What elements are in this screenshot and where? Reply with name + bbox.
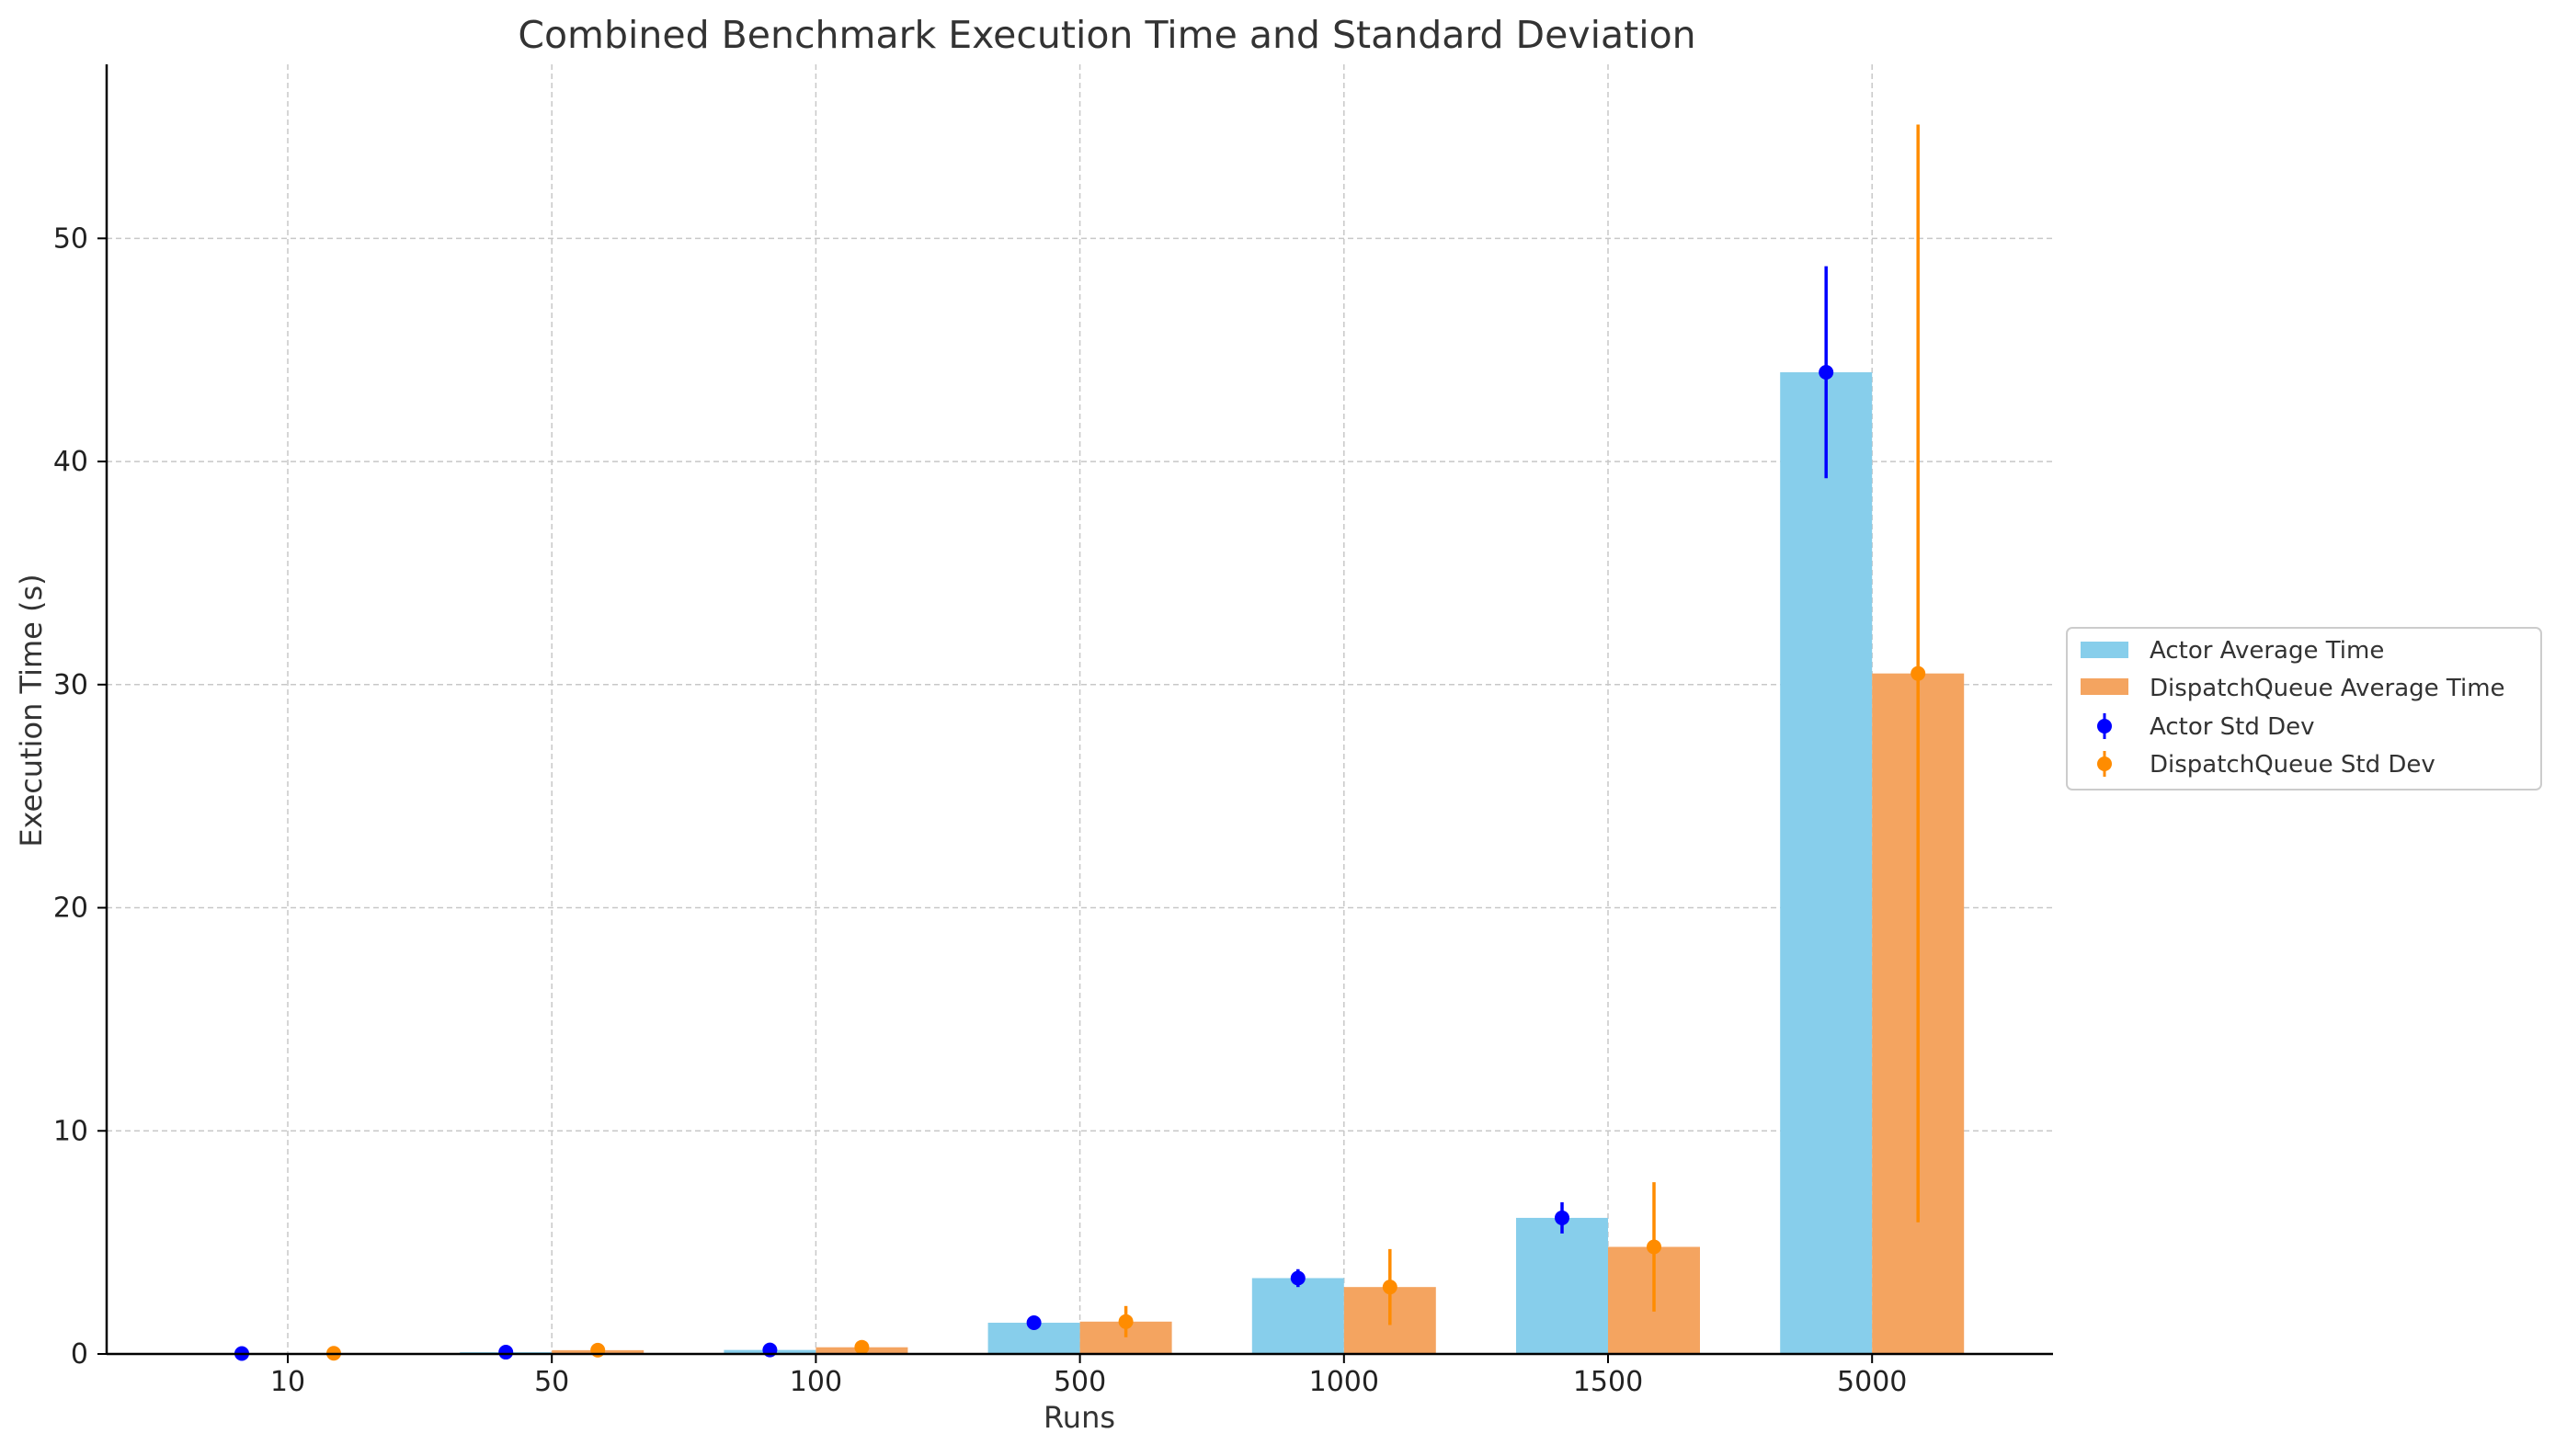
legend-label-dispatchqueue-average: DispatchQueue Average Time xyxy=(2150,675,2505,702)
point-actor-std xyxy=(498,1345,514,1360)
y-tick-label: 0 xyxy=(71,1338,88,1371)
x-tick-label: 10 xyxy=(270,1366,305,1398)
y-axis-label: Execution Time (s) xyxy=(14,574,49,847)
point-actor-std xyxy=(1555,1210,1569,1225)
legend-label-actor-average: Actor Average Time xyxy=(2150,637,2384,665)
x-axis-label: Runs xyxy=(1044,1400,1115,1435)
y-tick-label: 40 xyxy=(53,446,88,478)
point-actor-std xyxy=(1026,1315,1042,1331)
legend-marker-actor-std xyxy=(2097,713,2112,739)
ticks: 0 10 20 30 40 50 10 50 100 500 1000 1500 5000 xyxy=(53,222,1908,1398)
y-tick-label: 50 xyxy=(53,222,88,255)
x-tick-label: 5000 xyxy=(1837,1366,1907,1398)
x-tick-label: 50 xyxy=(534,1366,569,1398)
bar-actor-average xyxy=(1516,1217,1608,1354)
point-dispatchqueue-std xyxy=(1911,665,1926,681)
point-actor-std xyxy=(1290,1270,1306,1286)
y-tick-label: 10 xyxy=(53,1115,88,1147)
legend-marker-dispatchqueue-std xyxy=(2097,751,2112,777)
y-tick-label: 30 xyxy=(53,669,88,701)
legend-box xyxy=(2066,627,2542,791)
point-dispatchqueue-std xyxy=(590,1342,606,1358)
legend-swatch-actor-average xyxy=(2081,642,2128,658)
point-actor-std xyxy=(1819,364,1834,380)
x-tick-label: 100 xyxy=(790,1366,842,1398)
point-dispatchqueue-std xyxy=(854,1339,870,1355)
legend-label-dispatchqueue-std: DispatchQueue Std Dev xyxy=(2150,751,2435,779)
x-tick-label: 500 xyxy=(1054,1366,1106,1398)
chart-title: Combined Benchmark Execution Time and St… xyxy=(518,13,1695,57)
point-dispatchqueue-std xyxy=(1118,1314,1134,1329)
point-dispatchqueue-std xyxy=(1382,1280,1397,1295)
bar-actor-average xyxy=(1251,1278,1344,1354)
x-tick-label: 1500 xyxy=(1573,1366,1643,1398)
legend: Actor Average Time DispatchQueue Average… xyxy=(2066,627,2542,791)
x-tick-label: 1000 xyxy=(1309,1366,1379,1398)
bars xyxy=(196,371,1965,1355)
point-dispatchqueue-std xyxy=(1647,1239,1661,1255)
legend-label-actor-std: Actor Std Dev xyxy=(2150,713,2315,741)
grid xyxy=(107,64,2053,1354)
bar-actor-average xyxy=(1780,371,1873,1355)
legend-swatch-dispatchqueue-average xyxy=(2081,678,2128,695)
y-tick-label: 20 xyxy=(53,893,88,925)
